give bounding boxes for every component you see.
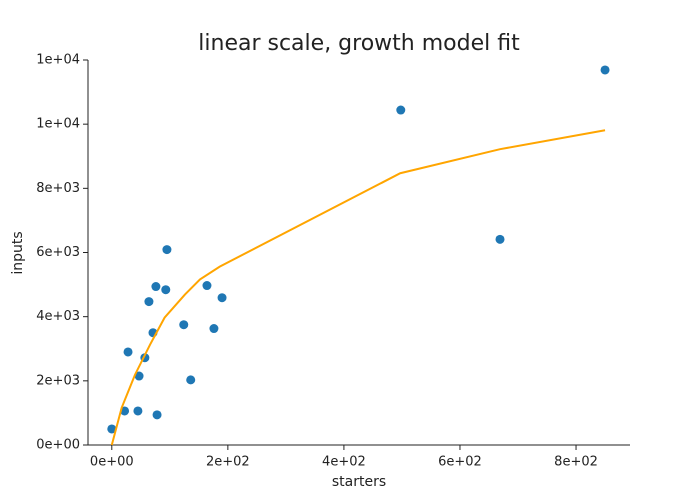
point bbox=[209, 324, 219, 334]
point bbox=[123, 347, 133, 357]
y-tick-label: 8e+03 bbox=[36, 181, 80, 196]
y-tick-label: 2e+03 bbox=[36, 373, 80, 388]
point bbox=[179, 320, 189, 330]
y-tick-label: 0e+00 bbox=[36, 438, 80, 453]
point bbox=[396, 105, 406, 115]
x-tick-label: 8e+02 bbox=[554, 455, 598, 470]
y-tick-label: 6e+03 bbox=[36, 245, 80, 260]
point bbox=[151, 282, 161, 292]
point bbox=[161, 285, 171, 295]
point bbox=[202, 281, 212, 291]
point bbox=[217, 293, 227, 303]
y-tick-label: 4e+03 bbox=[36, 309, 80, 324]
y-axis-label: inputs bbox=[10, 231, 26, 274]
x-tick-label: 6e+02 bbox=[438, 455, 482, 470]
point bbox=[107, 424, 117, 434]
point bbox=[186, 375, 196, 385]
y-tick-label: 1e+04 bbox=[36, 53, 80, 68]
point bbox=[134, 371, 144, 381]
x-tick-label: 4e+02 bbox=[322, 455, 366, 470]
point bbox=[495, 234, 505, 244]
x-tick-label: 0e+00 bbox=[90, 455, 134, 470]
x-axis-label: starters bbox=[332, 474, 386, 490]
point bbox=[152, 410, 162, 420]
point bbox=[144, 297, 154, 307]
fit-line bbox=[110, 129, 606, 446]
chart-title: linear scale, growth model fit bbox=[198, 31, 520, 56]
x-tick-label: 2e+02 bbox=[206, 455, 250, 470]
y-tick-label: 1e+04 bbox=[36, 117, 80, 132]
point bbox=[133, 406, 143, 416]
point bbox=[600, 65, 610, 75]
point bbox=[162, 245, 172, 255]
